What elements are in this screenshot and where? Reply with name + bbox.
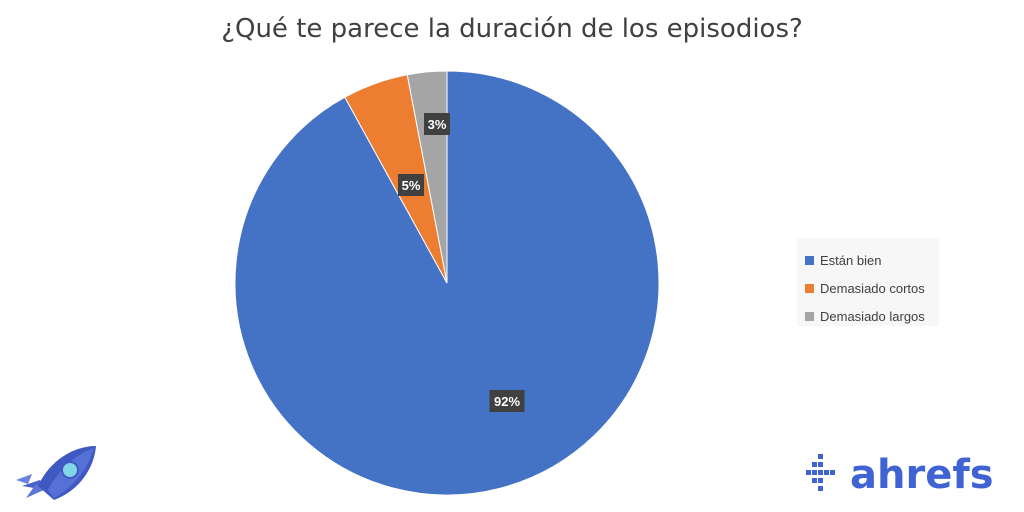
legend-item-esta-bien: Están bien	[805, 246, 939, 274]
data-label-text: 5%	[402, 178, 421, 193]
ahrefs-logo: ahrefs	[806, 452, 994, 494]
legend-label: Demasiado cortos	[820, 280, 925, 296]
legend: Están bien Demasiado cortos Demasiado la…	[797, 238, 939, 326]
legend-swatch	[805, 311, 814, 321]
legend-label: Están bien	[820, 252, 882, 268]
wordmark: ahrefs	[850, 452, 994, 494]
rocket-icon	[16, 446, 96, 500]
legend-item-demasiado-cortos: Demasiado cortos	[805, 274, 939, 302]
data-label-box	[489, 390, 525, 412]
pixel-bars-icon	[806, 454, 835, 491]
data-label-text: 92%	[494, 394, 520, 409]
data-label-box	[398, 174, 424, 196]
legend-item-demasiado-largos: Demasiado largos	[805, 302, 939, 330]
chart-title: ¿Qué te parece la duración de los episod…	[221, 14, 803, 44]
legend-swatch	[805, 283, 814, 293]
data-label: 5%	[398, 174, 424, 196]
data-label-text: 3%	[428, 117, 447, 132]
data-label-box	[424, 113, 450, 135]
legend-label: Demasiado largos	[820, 308, 925, 324]
legend-swatch	[805, 255, 814, 265]
data-label: 3%	[424, 113, 450, 135]
data-label: 92%	[489, 390, 525, 412]
